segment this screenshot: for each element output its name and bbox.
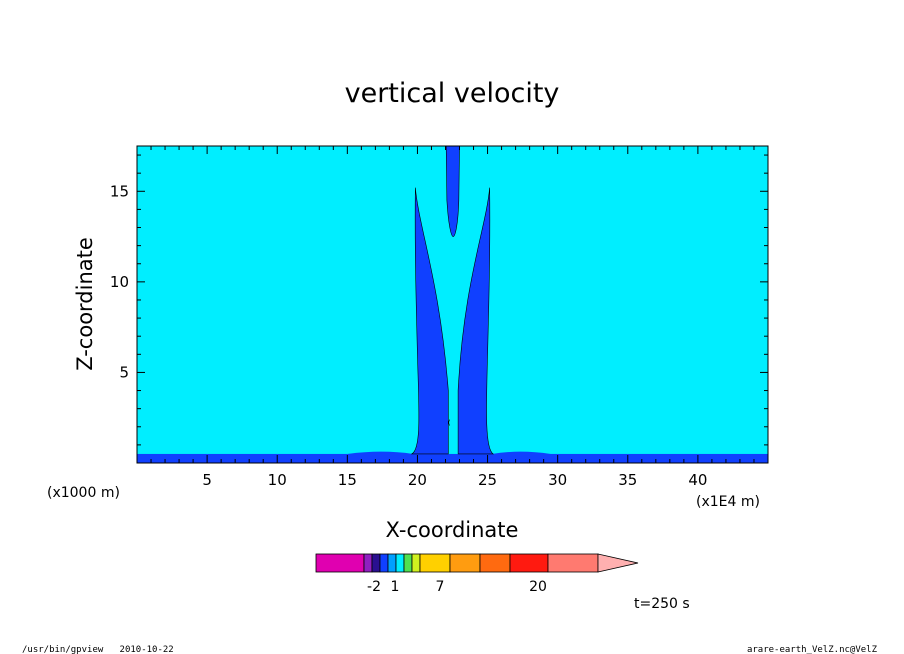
colorbar: -2 1 7 20	[315, 553, 639, 595]
colorbar-segment	[419, 553, 451, 573]
colorbar-segment	[479, 553, 511, 573]
x-tick-label: 15	[338, 471, 357, 489]
colorbar-tick-label: 1	[391, 579, 400, 595]
colorbar-segment	[315, 553, 365, 573]
colorbar-segment	[387, 553, 397, 573]
colorbar-segment	[411, 553, 421, 573]
y-tick-label: 5	[119, 363, 129, 381]
y-tick-label: 10	[110, 273, 129, 291]
x-tick-label: 40	[688, 471, 707, 489]
x-unit-right: (x1E4 m)	[696, 494, 760, 510]
footer-left: /usr/bin/gpview 2010-10-22	[22, 645, 174, 654]
plot-frame	[136, 145, 769, 464]
x-tick-label: 20	[408, 471, 427, 489]
x-tick-label: 35	[618, 471, 637, 489]
upper-plume	[445, 145, 460, 237]
colorbar-arrow	[597, 553, 639, 573]
colorbar-tick-label: 7	[436, 579, 445, 595]
time-label: t=250 s	[634, 596, 690, 612]
chart-title: vertical velocity	[345, 78, 560, 109]
ground-bump-right	[491, 451, 551, 454]
colorbar-segment	[449, 553, 481, 573]
right-tower	[457, 187, 495, 455]
x-unit-left: (x1000 m)	[47, 485, 120, 501]
plot-area: 5 10 15 20 25 30 35 40 5 10 15	[110, 145, 769, 489]
y-tick-label: 15	[110, 182, 129, 200]
colorbar-tick-label: -2	[367, 579, 381, 595]
x-tick-label: 30	[548, 471, 567, 489]
colorbar-segment	[379, 553, 389, 573]
x-tick-label: 25	[478, 471, 497, 489]
colorbar-segment	[371, 553, 381, 573]
ground-bump-left	[347, 451, 414, 454]
small-contour	[448, 419, 450, 426]
ground-layer	[137, 453, 768, 463]
x-axis-label: X-coordinate	[386, 518, 519, 542]
x-tick-label: 5	[202, 471, 212, 489]
x-tick-label: 10	[268, 471, 287, 489]
left-tower	[410, 187, 449, 455]
colorbar-segment	[403, 553, 413, 573]
y-axis-label: Z-coordinate	[73, 237, 97, 371]
colorbar-segment	[363, 553, 373, 573]
colorbar-segment	[395, 553, 405, 573]
footer-right: arare-earth_VelZ.nc@VelZ	[747, 645, 878, 654]
colorbar-segment	[509, 553, 549, 573]
colorbar-segment	[547, 553, 599, 573]
colorbar-tick-label: 20	[529, 579, 547, 595]
